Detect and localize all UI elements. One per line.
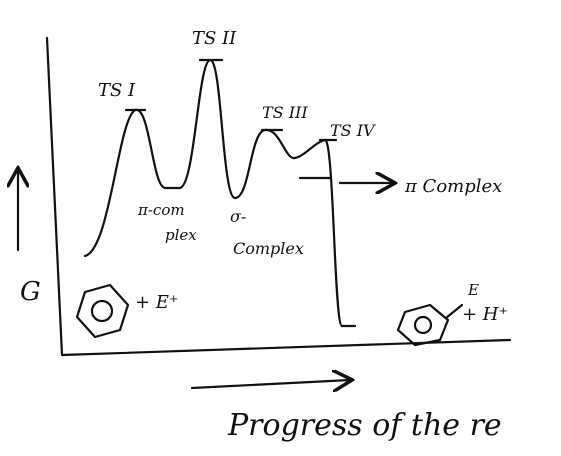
background [0,0,561,456]
intermediate-label: σ- [230,207,246,226]
axis-label: G [20,277,41,307]
ts-label: TS III [262,103,308,122]
product-label: E [467,281,479,299]
product-label: + H⁺ [462,304,508,325]
intermediate-label: plex [165,226,197,244]
intermediate-label: Complex [233,239,304,258]
intermediate-label: π-com [137,201,185,219]
intermediate-label: π Complex [404,176,502,197]
ts-label: TS II [192,28,237,49]
ts-label: TS IV [330,121,376,140]
diagram: TS I TS II TS III TS IV π-com plex σ- Co… [0,0,561,456]
x-axis-label: Progress of the re [227,408,502,443]
reactant-label: + E⁺ [135,292,178,313]
ts-label: TS I [98,80,136,101]
